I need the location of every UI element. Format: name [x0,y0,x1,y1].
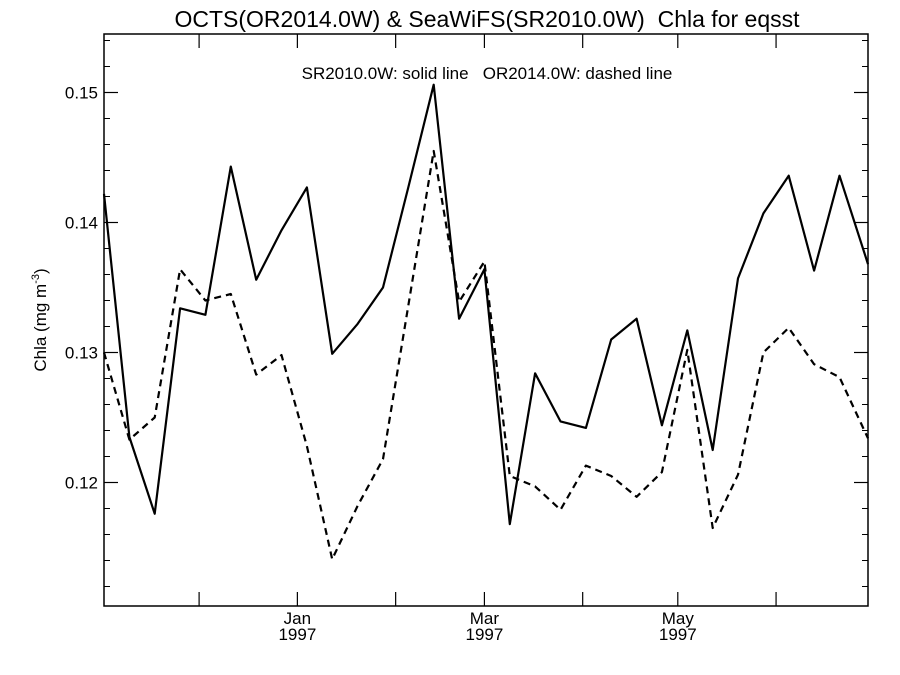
axis-ticks [104,34,868,606]
y-tick-label: 0.13 [65,344,98,363]
legend-annotation: SR2010.0W: solid line OR2014.0W: dashed … [302,64,673,83]
x-tick-label-month: Mar [470,609,500,628]
x-tick-label-year: 1997 [659,625,697,644]
chart-title: OCTS(OR2014.0W) & SeaWiFS(SR2010.0W) Chl… [174,6,800,32]
series-line-or2014-0w [102,149,869,561]
series-lines [102,83,870,561]
x-tick-label-year: 1997 [466,625,504,644]
y-axis-label-superscript: -3 [30,274,42,284]
x-tick-label-month: May [662,609,695,628]
x-tick-label-year: 1997 [278,625,316,644]
x-tick-label-month: Jan [284,609,311,628]
plot-frame [103,33,869,607]
y-tick-label: 0.12 [65,474,98,493]
series-line-sr2010-0w [102,83,870,526]
y-tick-label: 0.15 [65,84,98,103]
y-axis-label: Chla (mg m-3) [30,268,50,371]
y-tick-label: 0.14 [65,214,98,233]
y-axis-label-main: Chla (mg m [31,284,50,372]
y-axis-label-close: ) [31,268,50,274]
